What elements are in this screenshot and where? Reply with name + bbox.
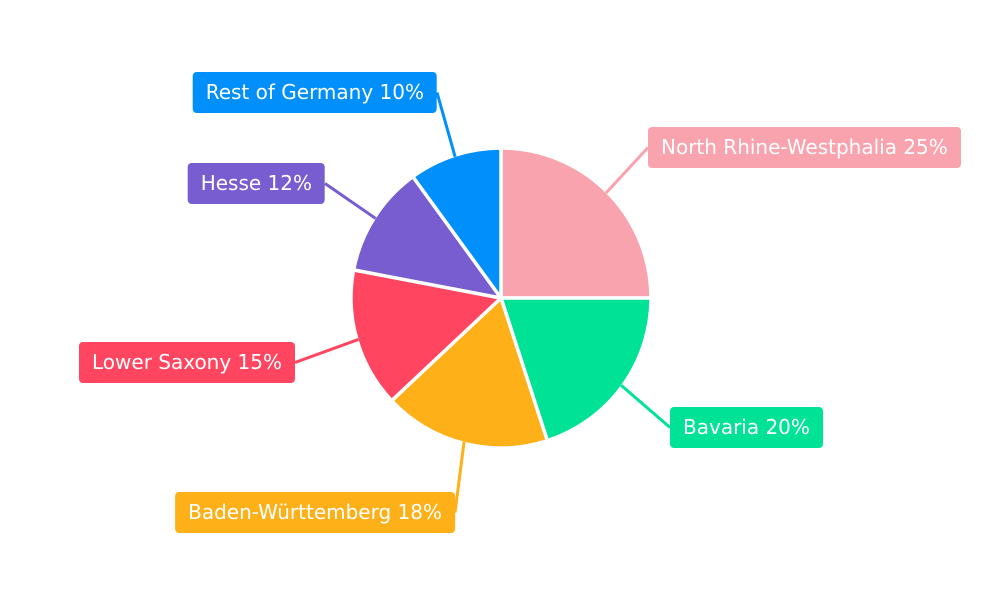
leader-line-rest-of-germany [435,92,457,158]
pie-label-hesse: Hesse 12% [187,163,325,204]
leader-line-north-rhine-westphalia [604,146,650,195]
leader-line-hesse [324,182,377,220]
pie-label-lower-saxony: Lower Saxony 15% [79,342,295,383]
pie-label-baden-wuerttemberg: Baden-Württemberg 18% [175,492,455,533]
leader-line-baden-w-rttemberg [453,441,466,513]
pie-label-bavaria: Bavaria 20% [670,407,823,448]
leader-line-bavaria [620,384,671,429]
leader-line-lower-saxony [294,338,359,364]
pie-label-rest-of-germany: Rest of Germany 10% [192,72,437,113]
pie-label-north-rhine-westphalia: North Rhine-Westphalia 25% [648,127,961,168]
